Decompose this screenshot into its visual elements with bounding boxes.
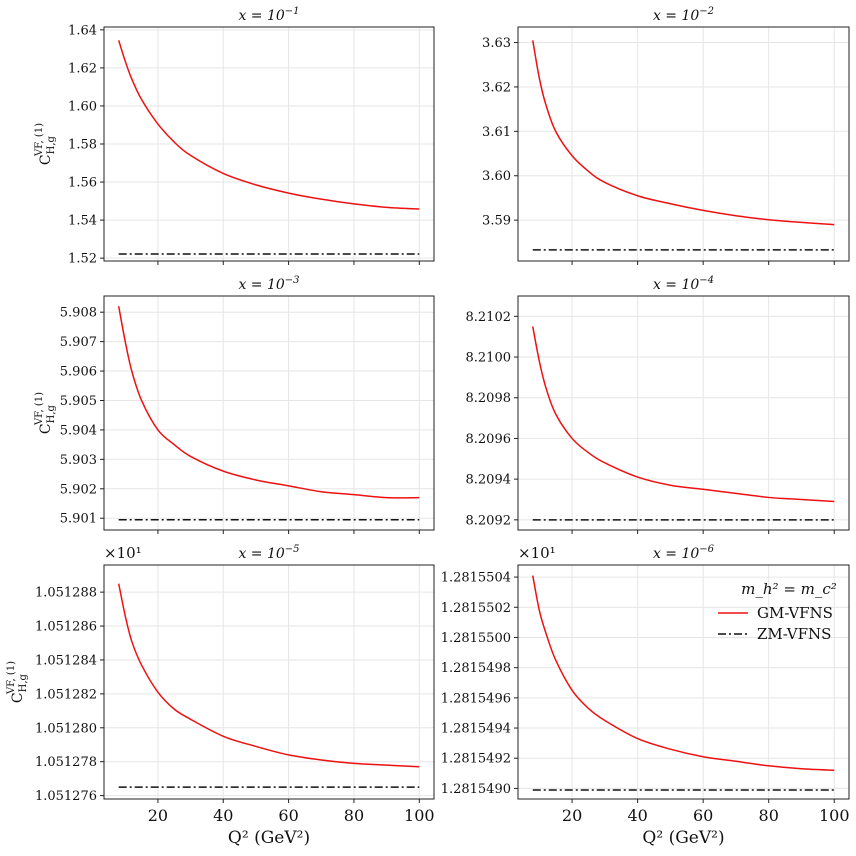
y-tick-label: 5.901: [60, 512, 97, 527]
panel-3: 5.901 5.902 5.903 5.904 5.905 5.906 5.907 5.908…: [34, 275, 435, 534]
panel-title: x = 10−1: [238, 6, 299, 24]
panel-6: 1.2815490 1.2815492 1.2815494 1.2815496 1.28…: [441, 544, 850, 848]
y-tick-label: 3.61: [482, 125, 511, 140]
y-tick-label: 3.62: [482, 80, 511, 95]
y-tick-label: 1.60: [68, 99, 97, 114]
y-tick-label: 8.2098: [466, 391, 512, 406]
y-tick-label: 5.906: [60, 365, 97, 380]
x-tick-label: 100: [819, 806, 850, 825]
axes-frame: [103, 295, 435, 531]
y-tick-label: 8.2094: [466, 473, 512, 488]
legend-gm-vfns-label: GM-VFNS: [757, 604, 833, 622]
y-tick-label: 5.907: [60, 335, 97, 350]
x-tick-label: 40: [213, 806, 233, 825]
x-tick-label: 20: [148, 806, 168, 825]
series-gm-vfns-line: [117, 583, 420, 768]
x-axis-label: Q² (GeV²): [642, 828, 724, 848]
y-tick-label: 1.051280: [35, 721, 97, 736]
y-tick-label: 1.051284: [35, 653, 97, 668]
y-tick-label: 1.62: [68, 61, 97, 76]
x-tick-label: 80: [759, 806, 779, 825]
y-tick-label: 8.2096: [466, 432, 512, 447]
x-tick-label: 80: [344, 806, 364, 825]
legend-title: m_h² = m_c²: [741, 580, 837, 598]
y-tick-label: 5.903: [60, 453, 97, 468]
series-gm-vfns-line: [532, 575, 835, 772]
panel-5: 1.051276 1.051278 1.051280 1.051282 1.051284…: [6, 544, 435, 848]
y-tick-label: 8.2100: [466, 351, 512, 366]
y-axis-label: CH,gVF, (1): [34, 123, 57, 165]
axes-frame: [103, 564, 435, 800]
y-tick-label: 5.905: [60, 394, 97, 409]
y-tick-label: 1.2815494: [441, 722, 511, 737]
y-tick-label: 1.58: [68, 138, 97, 153]
y-tick-label: 8.2092: [466, 513, 512, 528]
x-axis-label: Q² (GeV²): [228, 828, 310, 848]
legend: m_h² = m_c² GM-VFNS ZM-VFNS: [718, 580, 837, 643]
y-tick-label: 1.2815496: [441, 691, 511, 706]
y-tick-label: 1.051282: [35, 687, 97, 702]
panel-title: x = 10−5: [238, 544, 299, 562]
axes-frame: [517, 295, 850, 531]
series-gm-vfns-line: [532, 326, 835, 503]
y-tick-label: 1.2815500: [441, 631, 511, 646]
y-tick-label: 5.902: [60, 482, 97, 497]
series-gm-vfns-line: [117, 40, 420, 210]
series-gm-vfns-line: [117, 306, 420, 499]
axis-offset-text: ×10¹: [518, 544, 556, 562]
y-tick-label: 5.908: [60, 306, 97, 321]
panel-4: 8.2092 8.2094 8.2096 8.2098 8.2100 8.2102 x = …: [466, 275, 850, 534]
y-tick-label: 1.54: [68, 214, 97, 229]
y-tick-label: 1.051278: [35, 755, 97, 770]
panel-1: 1.52 1.54 1.56 1.58 1.60 1.62 1.64 x = 10−1 CH,g…: [34, 6, 435, 267]
x-tick-label: 100: [404, 806, 435, 825]
y-tick-label: 1.2815504: [441, 571, 511, 586]
x-tick-label: 20: [562, 806, 582, 825]
y-tick-label: 1.64: [68, 23, 97, 38]
axes-frame: [517, 26, 850, 262]
y-axis-label: CH,gVF, (1): [6, 661, 29, 703]
y-tick-label: 1.56: [68, 176, 97, 191]
panel-title: x = 10−6: [653, 544, 715, 562]
y-tick-label: 3.63: [482, 36, 511, 51]
axes-frame: [517, 564, 850, 800]
y-tick-label: 1.2815498: [441, 661, 511, 676]
y-axis-label: CH,gVF, (1): [34, 392, 57, 434]
y-tick-label: 1.051286: [35, 620, 97, 635]
y-tick-label: 1.2815502: [441, 601, 511, 616]
y-tick-label: 1.051288: [35, 586, 97, 601]
x-tick-label: 60: [693, 806, 713, 825]
x-tick-label: 60: [278, 806, 298, 825]
y-tick-label: 1.52: [68, 252, 97, 267]
panel-title: x = 10−2: [653, 6, 714, 24]
y-tick-label: 5.904: [60, 423, 97, 438]
axis-offset-text: ×10¹: [104, 544, 142, 562]
panel-title: x = 10−3: [238, 275, 299, 293]
legend-zm-vfns-label: ZM-VFNS: [757, 625, 831, 643]
series-gm-vfns-line: [532, 40, 835, 226]
y-tick-label: 1.2815490: [441, 782, 511, 797]
y-tick-label: 1.2815492: [441, 752, 511, 767]
y-tick-label: 8.2102: [466, 310, 512, 325]
panel-title: x = 10−4: [653, 275, 714, 293]
panel-2: 3.59 3.60 3.61 3.62 3.63 x = 10−2: [482, 6, 850, 265]
y-tick-label: 1.051276: [35, 789, 97, 804]
y-tick-label: 3.60: [482, 169, 511, 184]
x-tick-label: 40: [627, 806, 647, 825]
y-tick-label: 3.59: [482, 214, 511, 229]
